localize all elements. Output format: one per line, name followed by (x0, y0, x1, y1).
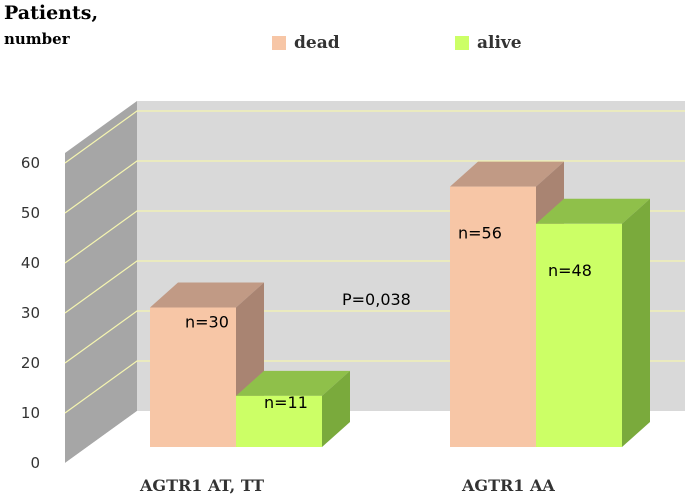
y-axis-sublabel: number (4, 30, 70, 48)
bar-top-alive-0 (236, 370, 350, 396)
legend-swatch-alive (455, 36, 469, 50)
category-label-at-tt: AGTR1 AT, TT (140, 476, 265, 495)
bar-alive-1 (536, 223, 622, 447)
bar-side-alive-1 (622, 198, 650, 447)
y-tick-label: 0 (30, 454, 40, 472)
bar-dead-1 (450, 186, 536, 447)
gridline (64, 110, 685, 164)
category-label-aa: AGTR1 AA (462, 476, 555, 495)
bar-dead-0 (150, 307, 236, 447)
data-label-dead-1: n=56 (458, 224, 502, 243)
legend-swatch-dead (272, 36, 286, 50)
legend-label-dead: dead (294, 33, 340, 53)
legend-label-alive: alive (477, 33, 522, 53)
gridline (64, 160, 685, 214)
side-wall (65, 101, 137, 463)
bar-top-alive-1 (536, 198, 650, 224)
y-tick-label: 50 (21, 204, 40, 222)
bar-alive-0 (236, 395, 322, 447)
y-tick-label: 20 (21, 354, 40, 372)
p-value-annotation: P=0,038 (342, 290, 411, 309)
y-axis-label: Patients, (4, 2, 99, 24)
data-label-alive-0: n=11 (264, 393, 308, 412)
y-tick-label: 30 (21, 304, 40, 322)
y-tick-label: 10 (21, 404, 40, 422)
y-tick-label: 60 (21, 154, 40, 172)
bar-top-dead-1 (450, 161, 564, 187)
legend-item-alive: alive (455, 33, 522, 53)
legend-item-dead: dead (272, 33, 340, 53)
data-label-alive-1: n=48 (548, 261, 592, 280)
bar-top-dead-0 (150, 282, 264, 308)
y-tick-label: 40 (21, 254, 40, 272)
bar-side-alive-0 (322, 370, 350, 447)
data-label-dead-0: n=30 (185, 313, 229, 332)
